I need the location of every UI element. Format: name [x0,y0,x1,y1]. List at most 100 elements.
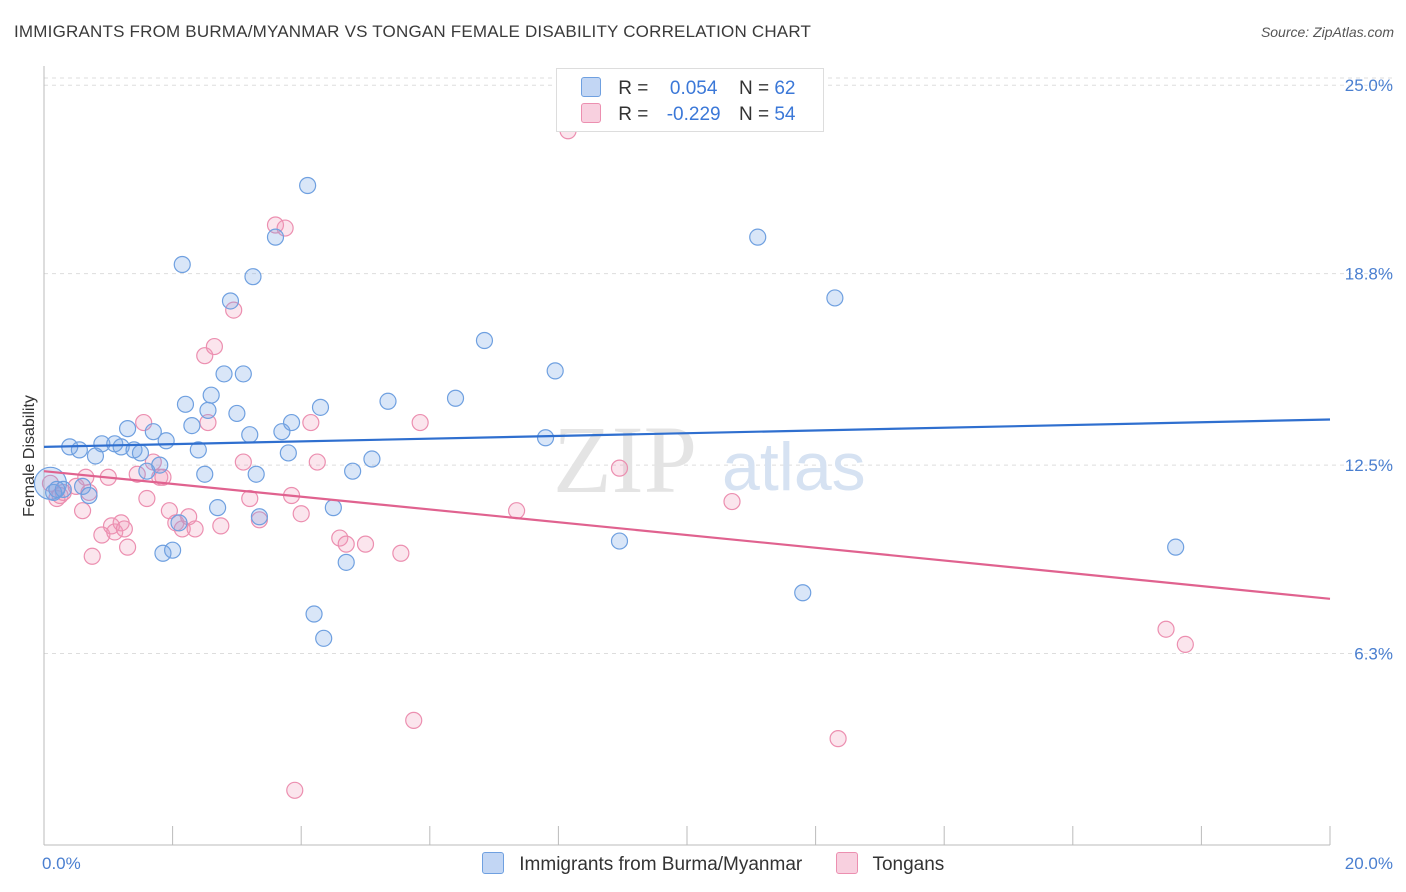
burma-point [1167,538,1185,556]
tongans-point [829,730,847,748]
tongans-point [266,216,285,234]
grid-lines [44,77,1395,655]
tongans-point [138,489,156,508]
pink-swatch [835,852,858,874]
x-tick-label: 0.0% [42,854,81,873]
pink-swatch [581,103,601,123]
tongans-point [1157,620,1175,638]
legend-n-value: 54 [774,104,796,125]
burma-point [164,541,182,559]
legend-label-burma: Immigrants from Burma/Myanmar [519,854,803,875]
legend-item-tongans[interactable]: Tongans [835,852,944,876]
burma-point [118,420,137,438]
series-legend: Immigrants from Burma/Myanmar Tongans [482,852,972,876]
burma-point [475,331,494,350]
burma-point [131,444,150,462]
burma-point [536,429,555,447]
tongans-point [205,337,223,356]
legend-item-burma[interactable]: Immigrants from Burma/Myanmar [482,852,802,876]
burma-point [151,456,169,474]
x-tick-labels: 0.0% 20.0% [42,854,1393,873]
y-tick-label: 25.0% [1345,76,1393,95]
tongans-point [610,459,629,477]
burma-point [215,365,233,383]
burma-point [324,499,342,517]
tongans-point [73,502,92,520]
burma-point [279,444,297,462]
tongans-point [508,502,526,520]
burma-point [282,413,301,432]
burma-point [610,532,629,550]
tongans-point [115,520,133,538]
burma-point [170,514,188,532]
y-axis-label: Female Disability [21,395,38,517]
burma-point [379,392,397,410]
tongans-point [331,529,349,547]
burma-point [144,423,162,441]
x-tick-label: 20.0% [1345,854,1393,873]
y-tick-label: 12.5% [1345,456,1393,475]
burma-point [183,416,201,435]
burma-point [234,365,252,383]
watermark: ZIP atlas [553,406,866,513]
burma-point [93,435,111,453]
burma-point [157,432,175,450]
burma-point [546,362,564,380]
source-label: Source: ZipAtlas.com [1260,24,1394,40]
legend-n-label: N = [738,104,770,125]
legend-r-value: 0.054 [669,78,718,99]
burma-point [80,486,98,505]
tongans-point [356,535,375,553]
burma-point [266,228,285,246]
tongans-point [128,465,146,483]
burma-point [196,465,214,483]
tongans-point [308,453,326,471]
burma-point [363,450,381,468]
legend-row-burma: R = 0.054 N = 62 [581,77,795,101]
blue-swatch [482,852,504,874]
burma-point [48,480,66,499]
tongans-trend-line [43,470,1331,600]
legend-r-label: R = [618,104,649,125]
burma-point [446,389,465,407]
tongans-point [337,535,355,553]
burma-point [176,395,195,413]
burma-point [344,462,362,480]
burma-point [154,544,172,562]
burma-point [228,404,246,423]
burma-point [826,289,844,307]
tongans-point [212,517,230,535]
burma-point [202,386,220,404]
burma-point [241,426,259,444]
watermark-atlas: atlas [722,429,866,505]
tongans-point [286,781,304,799]
correlation-legend: R = 0.054 N = 62 R = -0.229 N = 54 [556,68,824,132]
blue-swatch [581,77,601,97]
burma-point [45,483,63,502]
tongans-point [118,538,137,556]
burma-point [189,441,207,459]
y-tick-labels: 6.3% 12.5% 18.8% 25.0% [1345,76,1393,663]
burma-point [299,176,317,195]
burma-point [73,477,92,495]
tongans-point [186,520,204,538]
axes [43,66,1331,846]
tongans-point [723,492,741,511]
tongans-point [292,505,310,523]
tongans-point [106,523,124,541]
trend-lines [43,418,1331,600]
tongans-point [411,413,429,432]
burma-point [247,465,265,483]
chart-title: IMMIGRANTS FROM BURMA/MYANMAR VS TONGAN … [14,22,812,41]
burma-point [54,480,72,499]
burma-point [315,629,333,647]
legend-r-value: -0.229 [666,104,721,125]
burma-point [305,605,323,623]
tongans-points [41,122,1194,799]
burma-point [749,228,767,246]
burma-point [311,398,330,416]
tongans-point [1176,635,1194,654]
tongans-point [225,301,243,319]
tongans-point [302,413,320,432]
